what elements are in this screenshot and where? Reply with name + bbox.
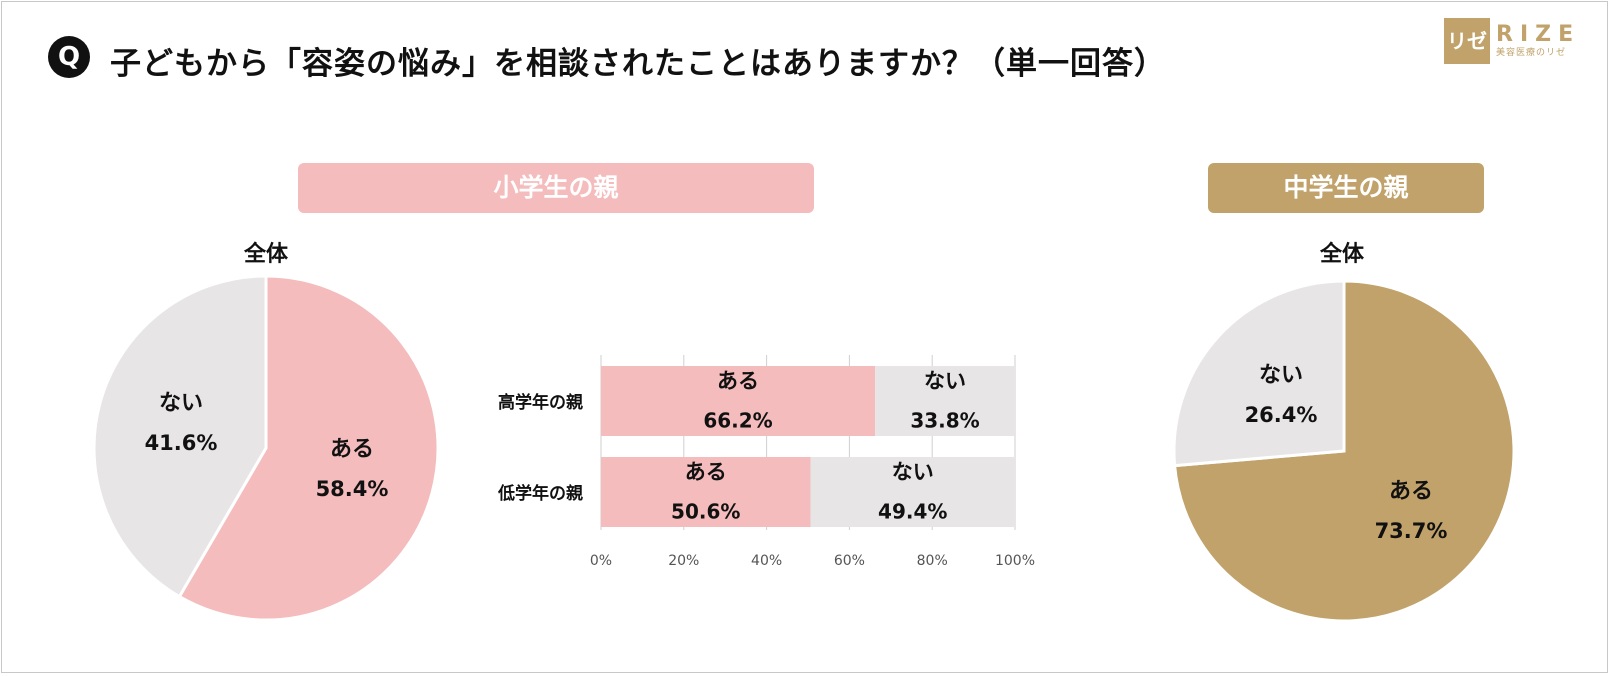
question-badge: Q	[48, 36, 90, 78]
bar-0-segment-1-value: 33.8%	[910, 409, 979, 433]
bar-x-tick-0: 0%	[590, 553, 612, 569]
bar-1-segment-1	[810, 457, 1015, 527]
pie-junior-high-category-label-0: ある	[1389, 479, 1433, 504]
logo-word: RIZE	[1496, 22, 1581, 47]
logo-sub: 美容医療のリゼ	[1496, 48, 1567, 58]
pie-elementary-value-label-1: 41.6%	[145, 431, 218, 455]
bar-0-segment-0	[601, 366, 876, 436]
rize-logo: リゼ RIZE 美容医療のリゼ	[1444, 18, 1580, 64]
bar-1-segment-1-name: ない	[892, 460, 934, 484]
bar-x-tick-2: 40%	[751, 553, 782, 569]
bar-0-segment-1	[875, 366, 1015, 436]
pie-elementary-category-label-0: ある	[330, 437, 374, 462]
bar-category-label-0: 高学年の親	[498, 392, 583, 413]
question-title: 子どもから「容姿の悩み」を相談されたことはありますか？（単一回答）	[110, 46, 1166, 82]
pie-elementary-value-label-0: 58.4%	[316, 477, 389, 501]
group-label-elementary: 小学生の親	[298, 163, 814, 213]
bar-category-label-1: 低学年の親	[497, 483, 583, 504]
bar-1-segment-1-value: 49.4%	[878, 500, 947, 524]
bar-1-segment-0	[601, 457, 811, 527]
bar-x-tick-4: 80%	[917, 553, 948, 569]
bar-0-segment-1-name: ない	[924, 369, 966, 393]
bar-0-segment-0-value: 66.2%	[703, 409, 772, 433]
bar-x-tick-3: 60%	[834, 553, 865, 569]
bar-1-segment-0-name: ある	[685, 460, 727, 484]
pie-junior-high-category-label-1: ない	[1259, 363, 1303, 388]
bar-x-tick-1: 20%	[668, 553, 699, 569]
pie-junior-high-value-label-0: 73.7%	[1375, 519, 1448, 543]
group-label-junior-high: 中学生の親	[1208, 163, 1484, 213]
bar-x-tick-5: 100%	[995, 553, 1035, 569]
pie-junior-high-value-label-1: 26.4%	[1245, 403, 1318, 427]
bar-1-segment-0-value: 50.6%	[671, 500, 740, 524]
pie-junior-high-slice-1	[1172, 279, 1346, 468]
bar-0-segment-0-name: ある	[717, 369, 759, 393]
logo-text: RIZE 美容医療のリゼ	[1496, 23, 1580, 59]
pie-elementary-slice-1	[92, 274, 268, 599]
pie-title-elementary: 全体	[244, 242, 289, 267]
pie-elementary-category-label-1: ない	[159, 391, 203, 416]
logo-mark: リゼ	[1444, 18, 1490, 64]
pie-title-junior-high: 全体	[1320, 242, 1365, 267]
pie-elementary-slice-0	[177, 274, 440, 622]
